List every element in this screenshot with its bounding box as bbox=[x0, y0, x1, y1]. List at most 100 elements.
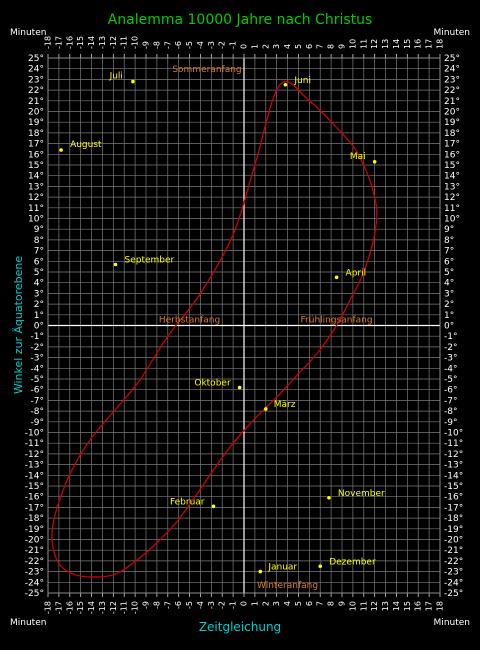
y-tick-label-right: -11° bbox=[444, 439, 463, 449]
x-tick-label-bottom: 18 bbox=[436, 601, 445, 611]
y-tick-label-left: -22° bbox=[25, 557, 44, 567]
x-tick-label-bottom: -9 bbox=[142, 601, 151, 609]
axes bbox=[47, 57, 441, 594]
y-tick-label-left: -4° bbox=[31, 364, 44, 374]
month-point-juli bbox=[131, 79, 135, 84]
month-label-dezember: Dezember bbox=[329, 557, 376, 567]
x-tick-label-bottom: -13 bbox=[98, 601, 107, 614]
x-tick-label-top: 0 bbox=[240, 44, 249, 49]
x-tick-label-bottom: 7 bbox=[316, 601, 325, 606]
y-tick-label-right: -15° bbox=[444, 482, 463, 492]
x-tick-label-bottom: 14 bbox=[392, 601, 401, 611]
x-tick-label-top: -17 bbox=[54, 36, 63, 49]
y-tick-label-left: 19° bbox=[28, 118, 44, 128]
x-tick-label-top: 18 bbox=[436, 39, 445, 49]
x-tick-label-top: -14 bbox=[87, 36, 96, 49]
y-tick-label-right: 2° bbox=[444, 300, 454, 310]
y-tick-label-left: -15° bbox=[25, 482, 44, 492]
x-unit-label-bottom-right: Minuten bbox=[434, 618, 470, 628]
x-tick-label-top: 5 bbox=[294, 44, 303, 49]
month-label-märz: März bbox=[274, 400, 296, 410]
month-point-februar bbox=[211, 504, 216, 509]
y-tick-label-right: 3° bbox=[444, 289, 454, 299]
y-tick-label-right: 13° bbox=[444, 182, 460, 192]
x-tick-label-top: -6 bbox=[174, 41, 183, 49]
x-tick-label-top: 11 bbox=[359, 39, 368, 49]
x-tick-label-bottom: 0 bbox=[240, 601, 249, 606]
x-unit-label-bottom-left: Minuten bbox=[10, 618, 46, 628]
x-tick-label-bottom: -6 bbox=[174, 601, 183, 609]
y-tick-label-right: 20° bbox=[444, 108, 460, 118]
y-tick-label-left: 7° bbox=[34, 247, 44, 257]
x-tick-label-bottom: 3 bbox=[272, 601, 281, 606]
y-tick-label-right: 10° bbox=[444, 215, 460, 225]
y-tick-label-right: 19° bbox=[444, 118, 460, 128]
y-tick-label-left: -16° bbox=[25, 493, 44, 503]
x-tick-label-bottom: -11 bbox=[120, 601, 129, 614]
y-tick-label-right: 22° bbox=[444, 86, 460, 96]
x-tick-label-bottom: -16 bbox=[65, 601, 74, 614]
y-tick-label-left: 22° bbox=[28, 86, 44, 96]
y-tick-label-left: 0° bbox=[34, 322, 44, 332]
month-label-februar: Februar bbox=[170, 497, 205, 507]
season-label: Winteranfang bbox=[257, 581, 318, 591]
y-tick-label-left: -13° bbox=[25, 461, 44, 471]
analemma-curve-group bbox=[51, 81, 378, 578]
x-tick-label-top: 4 bbox=[283, 44, 292, 49]
y-tick-label-right: 7° bbox=[444, 247, 454, 257]
x-tick-label-top: 12 bbox=[370, 39, 379, 49]
x-tick-label-top: -4 bbox=[196, 41, 205, 49]
x-tick-label-top: 3 bbox=[272, 44, 281, 49]
x-unit-label-top-left: Minuten bbox=[10, 28, 46, 38]
y-tick-label-right: -3° bbox=[444, 354, 457, 364]
x-tick-label-top: -3 bbox=[207, 41, 216, 49]
y-tick-label-right: -17° bbox=[444, 503, 463, 513]
x-tick-label-bottom: 16 bbox=[414, 601, 423, 611]
y-tick-label-right: 18° bbox=[444, 129, 460, 139]
x-tick-label-bottom: 9 bbox=[338, 601, 347, 606]
x-tick-label-top: -2 bbox=[218, 41, 227, 49]
x-tick-label-top: 6 bbox=[305, 44, 314, 49]
month-point-märz bbox=[263, 407, 268, 411]
y-tick-label-left: 24° bbox=[28, 65, 44, 75]
month-label-august: August bbox=[70, 140, 102, 150]
x-tick-label-bottom: 6 bbox=[305, 601, 314, 606]
y-tick-label-right: -7° bbox=[444, 396, 457, 406]
month-point-januar bbox=[258, 569, 263, 574]
y-tick-label-right: 1° bbox=[444, 311, 454, 321]
x-tick-label-top: 14 bbox=[392, 39, 401, 49]
x-tick-label-top: -9 bbox=[142, 41, 151, 49]
y-tick-label-left: 11° bbox=[28, 204, 44, 214]
y-tick-label-right: -4° bbox=[444, 364, 457, 374]
y-tick-label-left: -12° bbox=[25, 450, 44, 460]
y-tick-label-left: 1° bbox=[34, 311, 44, 321]
y-tick-label-left: 23° bbox=[28, 75, 44, 85]
month-point-november bbox=[327, 495, 331, 500]
y-tick-label-left: 15° bbox=[28, 161, 44, 171]
month-label-juni: Juni bbox=[293, 76, 311, 86]
month-point-dezember bbox=[318, 564, 323, 569]
x-tick-label-top: 16 bbox=[414, 39, 423, 49]
y-tick-label-left: -18° bbox=[25, 514, 44, 524]
y-tick-label-right: 15° bbox=[444, 161, 460, 171]
x-tick-label-bottom: -18 bbox=[44, 601, 53, 614]
y-tick-label-right: 25° bbox=[444, 54, 460, 64]
y-axis-title: Winkel zur Äquatorebene bbox=[12, 256, 25, 395]
month-label-april: April bbox=[346, 268, 367, 278]
x-tick-label-top: -15 bbox=[76, 36, 85, 49]
y-tick-label-right: 8° bbox=[444, 236, 454, 246]
month-markers: Januar Februar März April Mai Juni Juli August S… bbox=[59, 72, 385, 574]
x-tick-label-bottom: -14 bbox=[87, 601, 96, 614]
month-point-august bbox=[59, 148, 63, 152]
x-tick-label-bottom: -4 bbox=[196, 601, 205, 609]
y-tick-label-left: 5° bbox=[34, 268, 44, 278]
x-tick-label-bottom: -2 bbox=[218, 601, 227, 609]
x-unit-label-top-right: Minuten bbox=[434, 28, 470, 38]
y-tick-label-right: -8° bbox=[444, 407, 457, 417]
y-tick-label-left: -25° bbox=[25, 589, 44, 599]
y-tick-label-right: 14° bbox=[444, 172, 460, 182]
y-tick-label-left: 2° bbox=[34, 300, 44, 310]
y-tick-label-left: -17° bbox=[25, 503, 44, 513]
y-tick-label-left: 8° bbox=[34, 236, 44, 246]
x-tick-label-top: 10 bbox=[348, 39, 357, 49]
